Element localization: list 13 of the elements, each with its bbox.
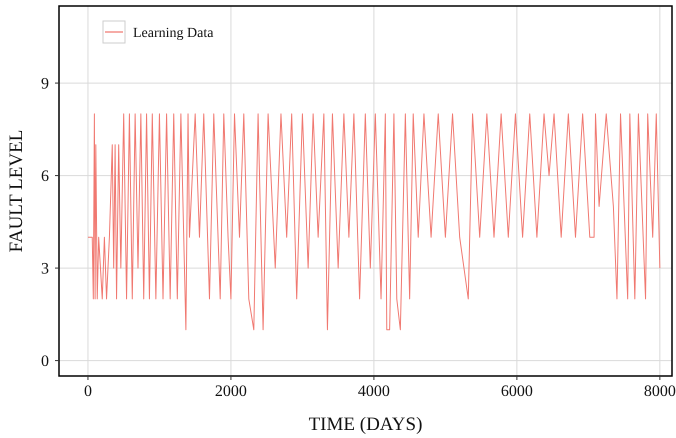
y-tick-label: 9	[41, 76, 49, 93]
x-tick-label: 8000	[644, 383, 676, 400]
x-axis-title: TIME (DAYS)	[308, 414, 422, 435]
x-tick-label: 6000	[500, 383, 533, 400]
x-tick-label: 4000	[358, 383, 390, 400]
y-tick-label: 6	[41, 168, 49, 186]
y-axis-title: FAULT LEVEL	[6, 130, 27, 252]
y-tick-label: 3	[41, 260, 49, 278]
x-tick-label: 0	[84, 383, 92, 400]
x-tick-label: 2000	[214, 383, 247, 400]
y-tick-label: 0	[41, 353, 49, 370]
line-series	[87, 113, 660, 330]
legend-label: Learning Data	[133, 26, 214, 41]
